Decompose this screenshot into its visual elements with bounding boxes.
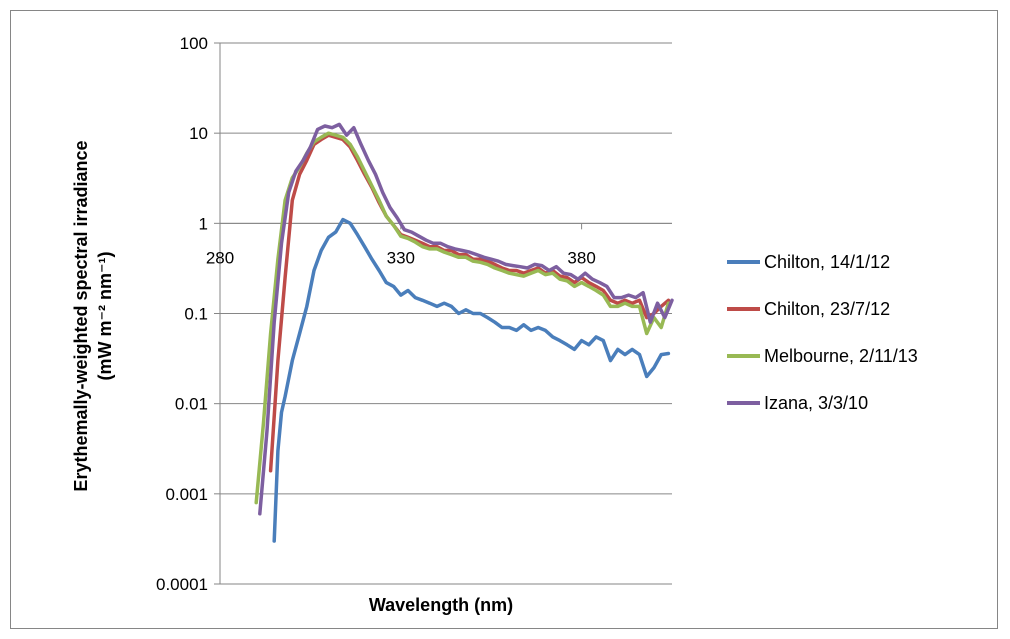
x-tick-label: 380 <box>567 248 595 267</box>
y-tick-label: 10 <box>189 124 208 143</box>
tick-labels: 100 10 1 0.1 0.01 0.001 0.0001 280 330 380 <box>156 34 596 594</box>
y-axis-title-line-1: Erythemally-weighted spectral irradiance <box>71 140 91 491</box>
series-line-1 <box>272 217 671 543</box>
series-line-3 <box>254 131 671 505</box>
chart-frame <box>10 10 998 629</box>
legend-label: Melbourne, 2/11/13 <box>764 346 918 366</box>
y-tick-label: 100 <box>180 34 208 53</box>
legend-label: Izana, 3/3/10 <box>764 393 868 413</box>
series-line-2 <box>268 133 671 473</box>
y-tick-label: 0.01 <box>175 395 208 414</box>
gridlines <box>220 42 672 585</box>
legend: Chilton, 14/1/12 Chilton, 23/7/12 Melbourn… <box>727 252 918 413</box>
x-tick-label: 280 <box>206 248 234 267</box>
legend-label: Chilton, 14/1/12 <box>764 252 890 272</box>
series-line-4 <box>258 122 674 516</box>
y-tick-label: 1 <box>199 214 208 233</box>
axes <box>214 42 672 585</box>
y-tick-label: 0.001 <box>165 485 208 504</box>
y-axis-title-line-2: (mW m⁻² nm⁻¹) <box>95 252 115 381</box>
legend-label: Chilton, 23/7/12 <box>764 299 890 319</box>
y-tick-label: 0.1 <box>184 305 208 324</box>
x-tick-label: 330 <box>387 248 415 267</box>
y-tick-label: 0.0001 <box>156 575 208 594</box>
series-lines <box>254 122 674 543</box>
x-axis-title: Wavelength (nm) <box>369 595 513 615</box>
